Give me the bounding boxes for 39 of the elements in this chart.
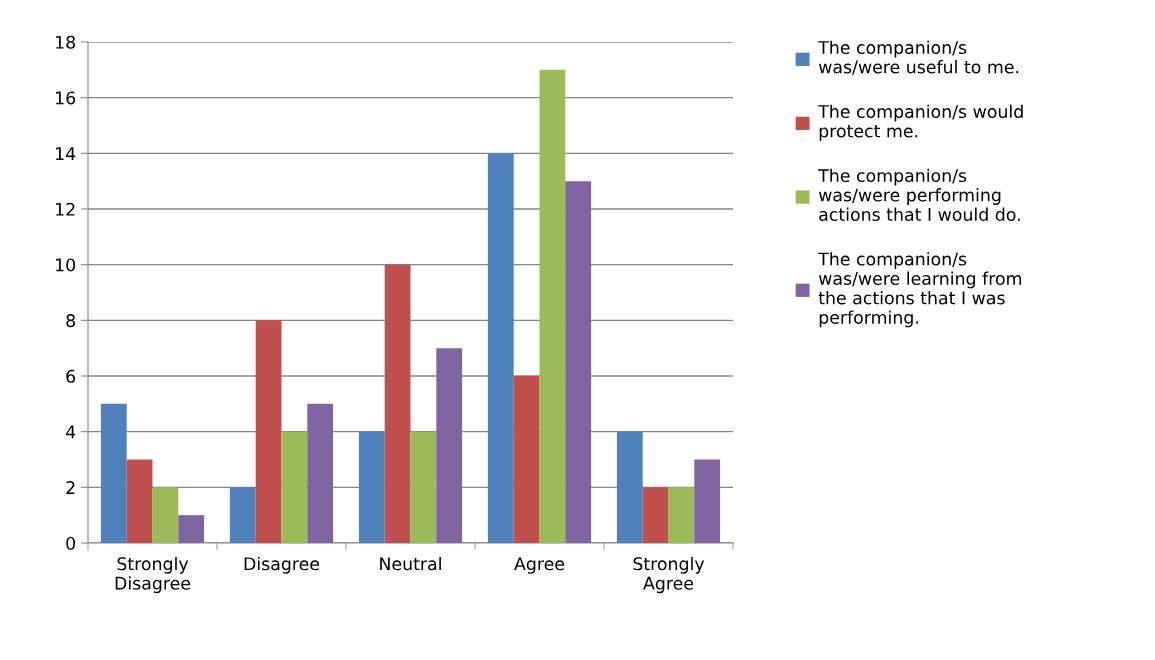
- y-tick-label: 6: [66, 369, 76, 383]
- x-tick-label: Disagree: [244, 556, 320, 574]
- bar: [539, 69, 566, 543]
- legend-label: The companion/s was/were useful to me.: [818, 40, 1019, 75]
- legend-label: The companion/s was/were learning from the actions that I was performing.: [818, 252, 1022, 328]
- y-tick-label: 16: [56, 91, 76, 105]
- y-tick-label: 0: [66, 536, 76, 550]
- bar: [384, 264, 411, 543]
- bar: [307, 403, 334, 543]
- legend-label: The companion/s was/were performing actions that I would do.: [818, 168, 1020, 221]
- legend-label: The companion/s would protect me.: [818, 104, 1023, 141]
- y-tick-label: 8: [66, 314, 76, 328]
- bar: [642, 487, 669, 543]
- y-tick-label: 2: [66, 481, 75, 494]
- y-tick-label: 14: [56, 147, 76, 160]
- y-tick-label: 18: [56, 35, 76, 49]
- bar: [229, 487, 256, 543]
- x-tick-label: Agree: [514, 557, 565, 574]
- bar: [513, 376, 540, 543]
- bar: [100, 403, 127, 543]
- bar: [694, 459, 721, 543]
- bar: [126, 459, 153, 543]
- bar: [616, 431, 643, 543]
- bar: [178, 515, 205, 543]
- x-tick-label: Neutral: [380, 556, 441, 571]
- y-tick-label: 4: [66, 425, 76, 439]
- bar: [668, 487, 695, 543]
- y-tick-label: 10: [56, 258, 76, 272]
- bar: [436, 348, 463, 543]
- x-tick-label: Strongly Agree: [633, 556, 705, 594]
- bar: [152, 487, 179, 543]
- bar: [281, 431, 308, 543]
- y-tick-label: 12: [56, 202, 75, 216]
- bar: [358, 431, 385, 543]
- bar: [565, 181, 592, 543]
- bar: [487, 153, 514, 543]
- bar: [255, 320, 282, 543]
- x-tick-label: Strongly Disagree: [115, 556, 191, 594]
- bar: [410, 431, 437, 543]
